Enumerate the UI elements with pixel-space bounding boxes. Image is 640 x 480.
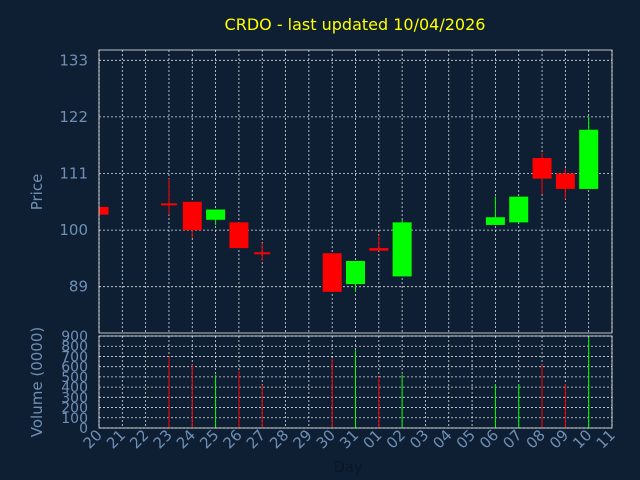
- x-tick-label: 23: [150, 426, 176, 452]
- x-tick-label: 05: [453, 426, 479, 452]
- x-tick-label: 28: [266, 426, 292, 452]
- candle-body: [99, 206, 109, 215]
- x-tick-label: 26: [220, 426, 246, 452]
- candle-body: [206, 209, 226, 220]
- candle-body: [322, 253, 342, 292]
- volume-tick-label: 500: [61, 370, 88, 386]
- x-tick-label: 30: [313, 426, 339, 452]
- candle-body: [509, 196, 529, 223]
- x-tick-label: 11: [593, 426, 619, 452]
- x-axis-label: Day: [333, 458, 363, 476]
- volume-panel-frame: [98, 335, 613, 429]
- candle-body: [229, 222, 249, 249]
- x-tick-label: 01: [359, 426, 385, 452]
- x-tick-label: 25: [196, 426, 222, 452]
- x-tick-label: 06: [476, 426, 502, 452]
- candle-body: [182, 201, 202, 231]
- price-tick-label: 122: [59, 108, 88, 126]
- x-tick-label: 02: [383, 426, 409, 452]
- candle-body: [579, 129, 599, 189]
- volume-tick-label: 300: [61, 390, 88, 406]
- volume-tick-label: 200: [61, 401, 88, 417]
- volume-tick-label: 600: [61, 360, 88, 376]
- candles: [98, 116, 599, 292]
- x-tick-label: 09: [546, 426, 572, 452]
- x-tick-label: 07: [499, 426, 525, 452]
- x-tick-label: 21: [103, 426, 129, 452]
- price-tick-label: 133: [59, 51, 88, 69]
- candle-body: [485, 217, 505, 225]
- x-tick-labels: 2021222324252627282930310102030405060708…: [80, 426, 619, 452]
- volume-tick-label: 800: [61, 339, 88, 355]
- price-tick-label: 111: [59, 164, 88, 182]
- candle-body: [392, 222, 412, 277]
- candle-body: [532, 158, 552, 179]
- volume-tick-label: 0: [79, 421, 88, 437]
- candle-body: [369, 248, 389, 251]
- x-tick-label: 03: [406, 426, 432, 452]
- candle-body: [555, 173, 575, 189]
- volume-bars: [168, 338, 590, 428]
- x-tick-label: 08: [523, 426, 549, 452]
- volume-tick-label: 400: [61, 380, 88, 396]
- x-tick-label: 04: [429, 426, 455, 452]
- candle-body: [346, 260, 365, 285]
- x-tick-label: 29: [289, 426, 315, 452]
- volume-tick-label: 900: [61, 329, 88, 345]
- x-tick-label: 31: [336, 426, 362, 452]
- volume-tick-label: 700: [61, 349, 88, 365]
- x-tick-label: 22: [126, 426, 152, 452]
- price-tick-labels: 89 100 111 122 133: [59, 51, 88, 295]
- x-tick-label: 10: [569, 426, 595, 452]
- volume-axis-label: Volume (0000): [28, 327, 46, 437]
- price-panel-frame: [98, 49, 613, 334]
- price-axis-label: Price: [28, 174, 46, 211]
- x-tick-label: 27: [243, 426, 269, 452]
- volume-tick-label: 100: [61, 411, 88, 427]
- price-tick-label: 100: [59, 221, 88, 239]
- price-tick-label: 89: [69, 278, 88, 296]
- x-tick-label: 24: [173, 426, 199, 452]
- chart-title: CRDO - last updated 10/04/2026: [225, 15, 486, 34]
